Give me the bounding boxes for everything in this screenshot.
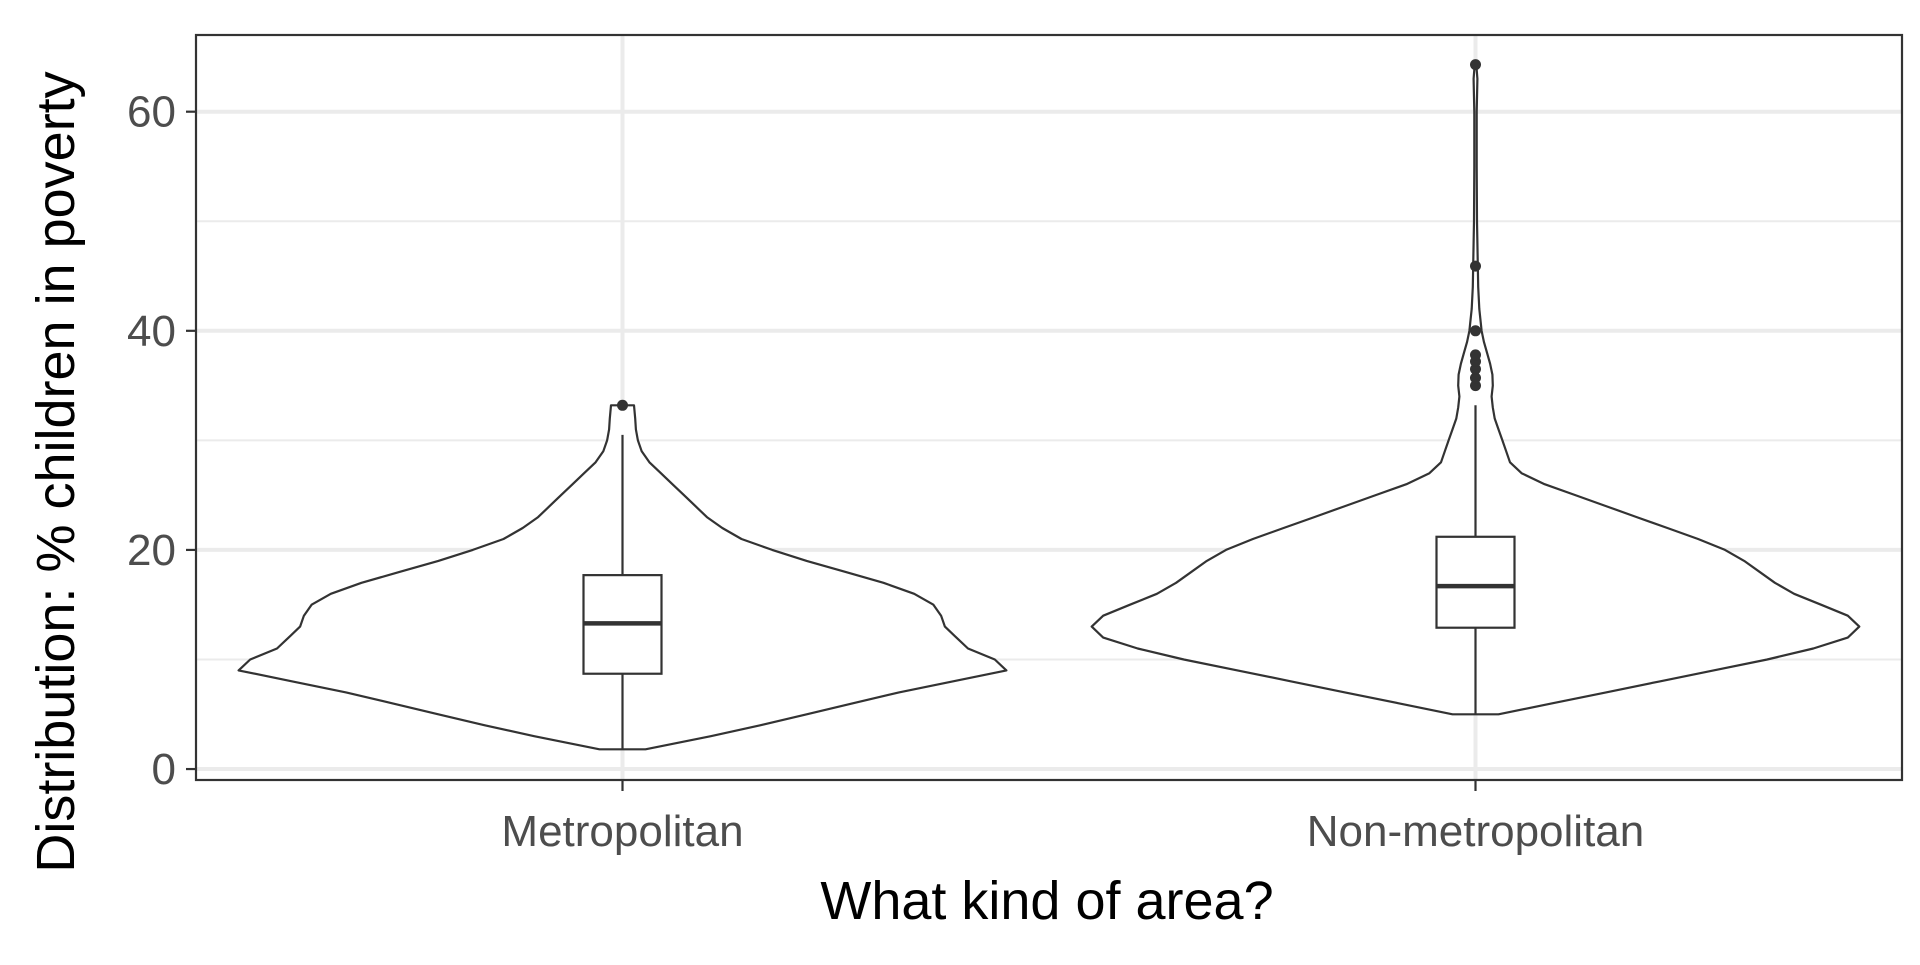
y-tick-label: 0	[152, 745, 176, 794]
box-iqr	[1435, 535, 1516, 629]
outlier-point	[1470, 349, 1481, 361]
outlier-point	[1470, 380, 1481, 392]
x-axis-title: What kind of area?	[820, 871, 1273, 931]
plot-layer	[237, 59, 1861, 751]
outlier-point	[1470, 363, 1481, 375]
panel-border	[194, 33, 1904, 782]
outlier-point	[1470, 372, 1481, 384]
x-tick-label: Metropolitan	[501, 807, 743, 856]
axis-layer: 0 20 40 60 Metropolitan Non-metropolitan	[127, 33, 1904, 856]
outlier-point	[1470, 325, 1481, 337]
y-axis-title: Distribution: % children in poverty	[26, 71, 86, 872]
x-tick-label: Non-metropolitan	[1307, 807, 1645, 856]
outlier-point	[1470, 260, 1481, 272]
outlier-point	[617, 399, 628, 411]
y-tick-label: 40	[127, 307, 176, 356]
y-tick-label: 20	[127, 526, 176, 575]
y-tick-label: 60	[127, 88, 176, 137]
outlier-point	[1470, 59, 1481, 71]
